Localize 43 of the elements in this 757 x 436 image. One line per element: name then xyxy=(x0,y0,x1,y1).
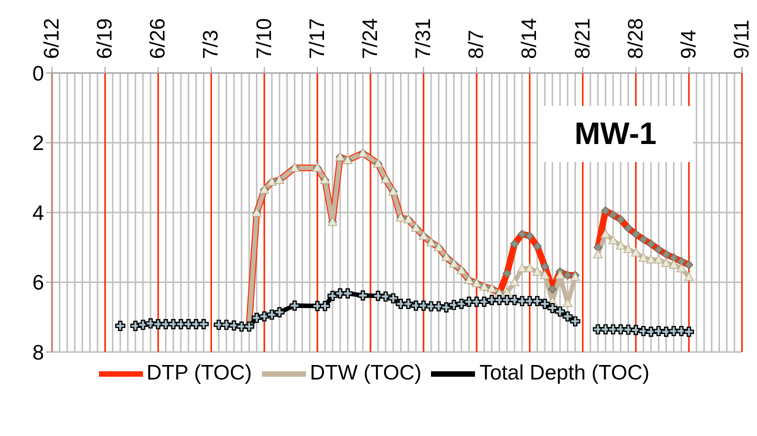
x-tick-label: 8/7 xyxy=(465,30,488,59)
legend-label: DTW (TOC) xyxy=(310,362,422,385)
point xyxy=(510,277,520,286)
point xyxy=(524,263,535,272)
x-tick-label: 7/24 xyxy=(358,18,382,59)
point xyxy=(676,263,686,272)
point xyxy=(654,254,664,264)
point xyxy=(608,236,618,244)
x-tick-label: 7/17 xyxy=(306,18,329,59)
text: MW-1 xyxy=(538,106,693,162)
x-tick-label: 9/4 xyxy=(677,29,700,59)
point xyxy=(646,254,656,264)
point xyxy=(623,244,634,254)
y-tick-label: 0 xyxy=(32,62,44,86)
y-tick-label: 4 xyxy=(32,202,44,225)
x-tick-label: 8/14 xyxy=(518,18,542,59)
legend-label: DTP (TOC) xyxy=(146,362,252,385)
point xyxy=(517,263,528,272)
x-tick-label: 7/10 xyxy=(252,18,276,59)
x-tick-label: 8/21 xyxy=(571,18,594,59)
point xyxy=(562,298,573,308)
point xyxy=(540,270,550,280)
point xyxy=(616,240,626,250)
x-tick-label: 9/11 xyxy=(730,20,754,59)
x-tick-label: 8/28 xyxy=(624,18,648,59)
legend-label: Total Depth (TOC) xyxy=(479,362,650,385)
point xyxy=(532,266,542,276)
point xyxy=(661,258,672,267)
y-tick-label: 8 xyxy=(32,341,44,364)
x-tick-label: 6/12 xyxy=(40,18,64,59)
point xyxy=(555,270,565,280)
point xyxy=(593,249,603,258)
x-tick-label: 7/31 xyxy=(412,18,436,59)
point xyxy=(638,252,648,262)
x-tick-label: 6/19 xyxy=(94,18,117,59)
point xyxy=(630,248,641,257)
y-tick-label: 2 xyxy=(32,132,44,156)
x-tick-label: 6/26 xyxy=(146,18,170,59)
point xyxy=(684,272,694,281)
x-tick-label: 7/3 xyxy=(200,30,223,59)
y-tick-label: 6 xyxy=(32,272,44,295)
point xyxy=(600,229,610,238)
point xyxy=(668,260,679,269)
